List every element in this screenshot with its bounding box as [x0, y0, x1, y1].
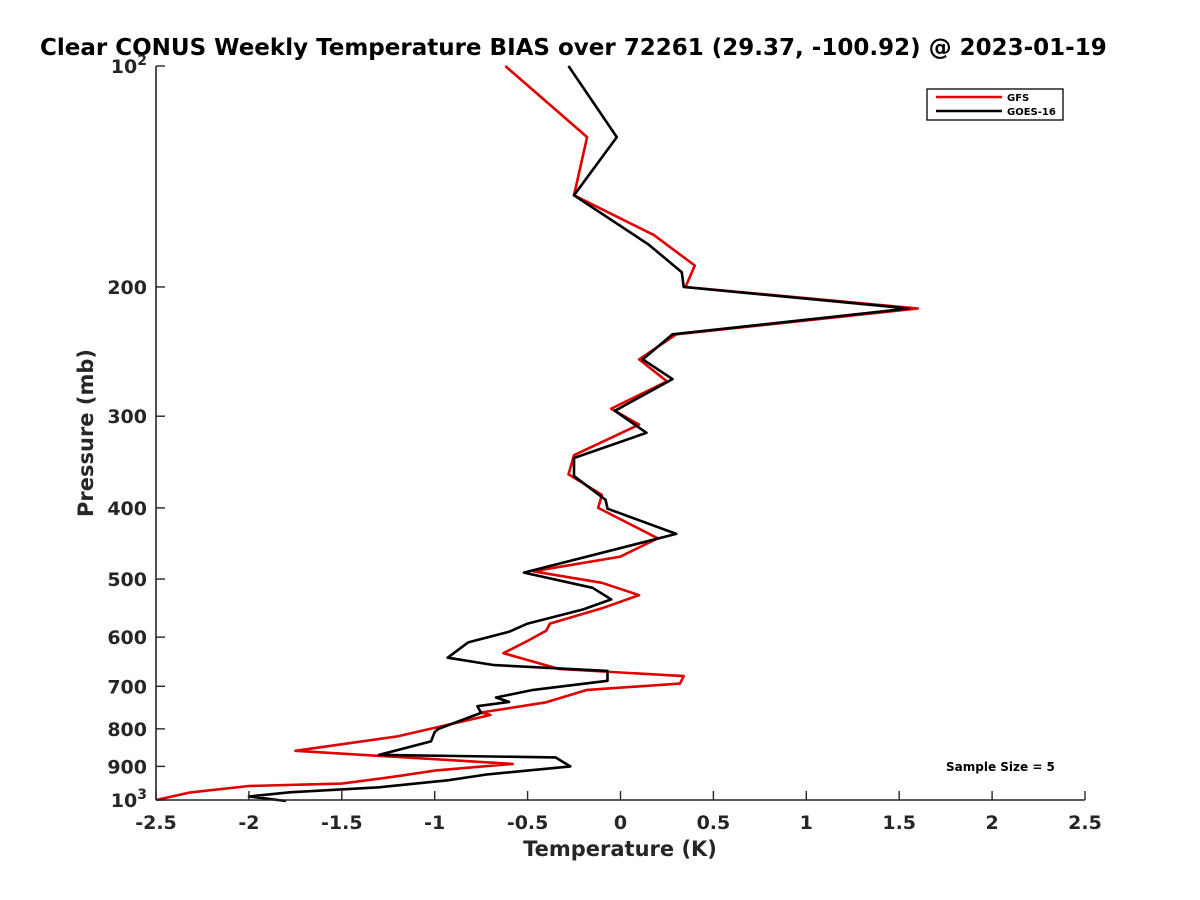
x-tick-label: -2.5 [135, 812, 177, 834]
x-tick-label: 0 [614, 812, 627, 834]
plot-area [155, 65, 920, 803]
x-tick-label: -0.5 [507, 812, 549, 834]
x-tick-label: 0.5 [697, 812, 731, 834]
x-tick-label: -1 [424, 812, 445, 834]
legend-label-gfs: GFS [1007, 93, 1029, 104]
y-tick-exponent: 3 [137, 787, 147, 803]
x-tick-label: 2.5 [1068, 812, 1102, 834]
y-tick-label: 102 [111, 53, 147, 78]
y-tick-label: 600 [107, 627, 147, 649]
series-line-goes16 [247, 65, 910, 803]
x-tick-label: -2 [238, 812, 259, 834]
legend: GFS GOES-16 [926, 88, 1064, 121]
axes: -2.5 -2 -1.5 -1 -0.5 0 0.5 1 1.5 2 2.5 102 200 300 400… [107, 53, 1102, 834]
x-tick-label: 1 [800, 812, 813, 834]
y-tick-label: 200 [107, 277, 147, 299]
y-tick-label: 500 [107, 569, 147, 591]
y-tick-label: 700 [107, 676, 147, 698]
x-tick-label: 1.5 [882, 812, 916, 834]
x-tick-label: -1.5 [321, 812, 363, 834]
y-tick-label: 103 [111, 787, 147, 812]
y-tick-label: 400 [107, 498, 147, 520]
legend-box [926, 88, 1064, 121]
x-axis-title: Temperature (K) [523, 837, 717, 861]
y-tick-label: 900 [107, 756, 147, 778]
chart-title: Clear CONUS Weekly Temperature BIAS over… [40, 35, 1107, 61]
y-tick-label: 800 [107, 719, 147, 741]
x-tick-label: 2 [985, 812, 998, 834]
y-tick-label: 300 [107, 406, 147, 428]
y-tick-exponent: 2 [137, 53, 147, 69]
legend-label-goes16: GOES-16 [1007, 107, 1056, 118]
sample-size-annotation: Sample Size = 5 [946, 760, 1055, 774]
y-axis-title: Pressure (mb) [74, 349, 98, 517]
